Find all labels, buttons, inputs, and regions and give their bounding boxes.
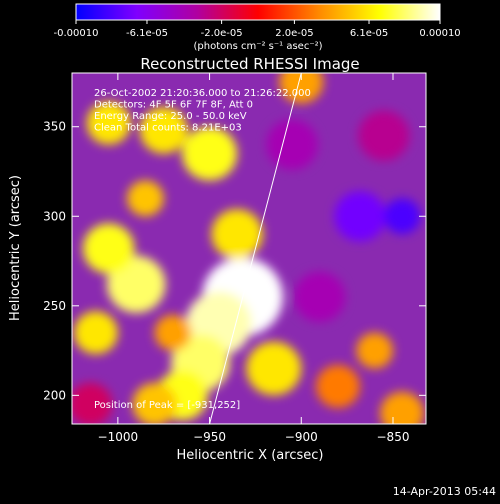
- heatmap-blob: [358, 110, 410, 161]
- heatmap-blob: [83, 223, 135, 274]
- heatmap-blob: [383, 198, 421, 235]
- heatmap-blob: [266, 119, 318, 170]
- colorbar-ticks: -0.00010 -6.1e-05 -2.0e-05 2.0e-05 6.1e-05 0.…: [54, 20, 461, 39]
- plot-frame: [71, 72, 427, 425]
- y-tick-label: 250: [43, 299, 66, 313]
- x-axis-label: Heliocentric X (arcsec): [177, 448, 324, 463]
- heatmap-blob: [279, 73, 324, 104]
- x-tick-label: −900: [285, 430, 318, 444]
- annotation-line: Clean Total counts: 8.21E+03: [94, 123, 242, 134]
- heatmap-blob: [73, 311, 118, 355]
- colorbar-tick-label: 0.00010: [419, 28, 460, 39]
- x-tick-label: −1000: [98, 430, 139, 444]
- colorbar: [75, 3, 441, 21]
- y-tick-label: 350: [43, 120, 66, 134]
- x-tick-label: −950: [193, 430, 226, 444]
- solar-limb-line: [209, 73, 302, 424]
- annotation-block: 26-Oct-2002 21:20:36.000 to 21:26:22.000…: [94, 88, 311, 134]
- heatmap-blob: [132, 382, 177, 424]
- heatmap-blob: [86, 101, 131, 145]
- peak-position-label: Position of Peak = [-931,252]: [94, 400, 240, 411]
- plot-area: [72, 73, 426, 424]
- heatmap-blob: [139, 107, 188, 154]
- heatmap-blob: [182, 126, 238, 181]
- heatmap-blob: [154, 314, 192, 351]
- colorbar-tick-label: -2.0e-05: [201, 28, 243, 39]
- annotation-line: Detectors: 4F 5F 6F 7F 8F, Att 0: [94, 100, 253, 111]
- chart-title: Reconstructed RHESSI Image: [140, 55, 359, 73]
- y-axis: 200 250 300 350: [43, 120, 426, 402]
- x-axis: −1000 −950 −900 −850: [98, 73, 410, 444]
- colorbar-tick-label: 2.0e-05: [275, 28, 313, 39]
- annotation-line: 26-Oct-2002 21:20:36.000 to 21:26:22.000: [94, 88, 311, 99]
- colorbar-tick-label: -6.1e-05: [126, 28, 168, 39]
- y-axis-label: Heliocentric Y (arcsec): [8, 175, 23, 321]
- annotation-line: Energy Range: 25.0 - 50.0 keV: [94, 111, 247, 122]
- colorbar-tick-label: 6.1e-05: [350, 28, 388, 39]
- heatmap-blob: [246, 341, 302, 396]
- heatmap-blob: [380, 391, 425, 424]
- heatmap-blob: [211, 209, 263, 260]
- heatmap-blob: [293, 271, 346, 322]
- colorbar-tick-label: -0.00010: [54, 28, 99, 39]
- heatmap-blob: [127, 180, 164, 217]
- heatmap-layer: [72, 73, 425, 424]
- y-tick-label: 300: [43, 209, 66, 223]
- timestamp: 14-Apr-2013 05:44: [392, 485, 496, 498]
- colorbar-unit-label: (photons cm⁻² s⁻¹ asec⁻²): [193, 41, 322, 52]
- x-tick-label: −850: [377, 430, 410, 444]
- y-tick-label: 200: [43, 388, 66, 402]
- heatmap-blob: [72, 382, 113, 424]
- heatmap-blob: [334, 191, 386, 242]
- heatmap-blob: [356, 332, 393, 369]
- heatmap-blob: [315, 364, 360, 408]
